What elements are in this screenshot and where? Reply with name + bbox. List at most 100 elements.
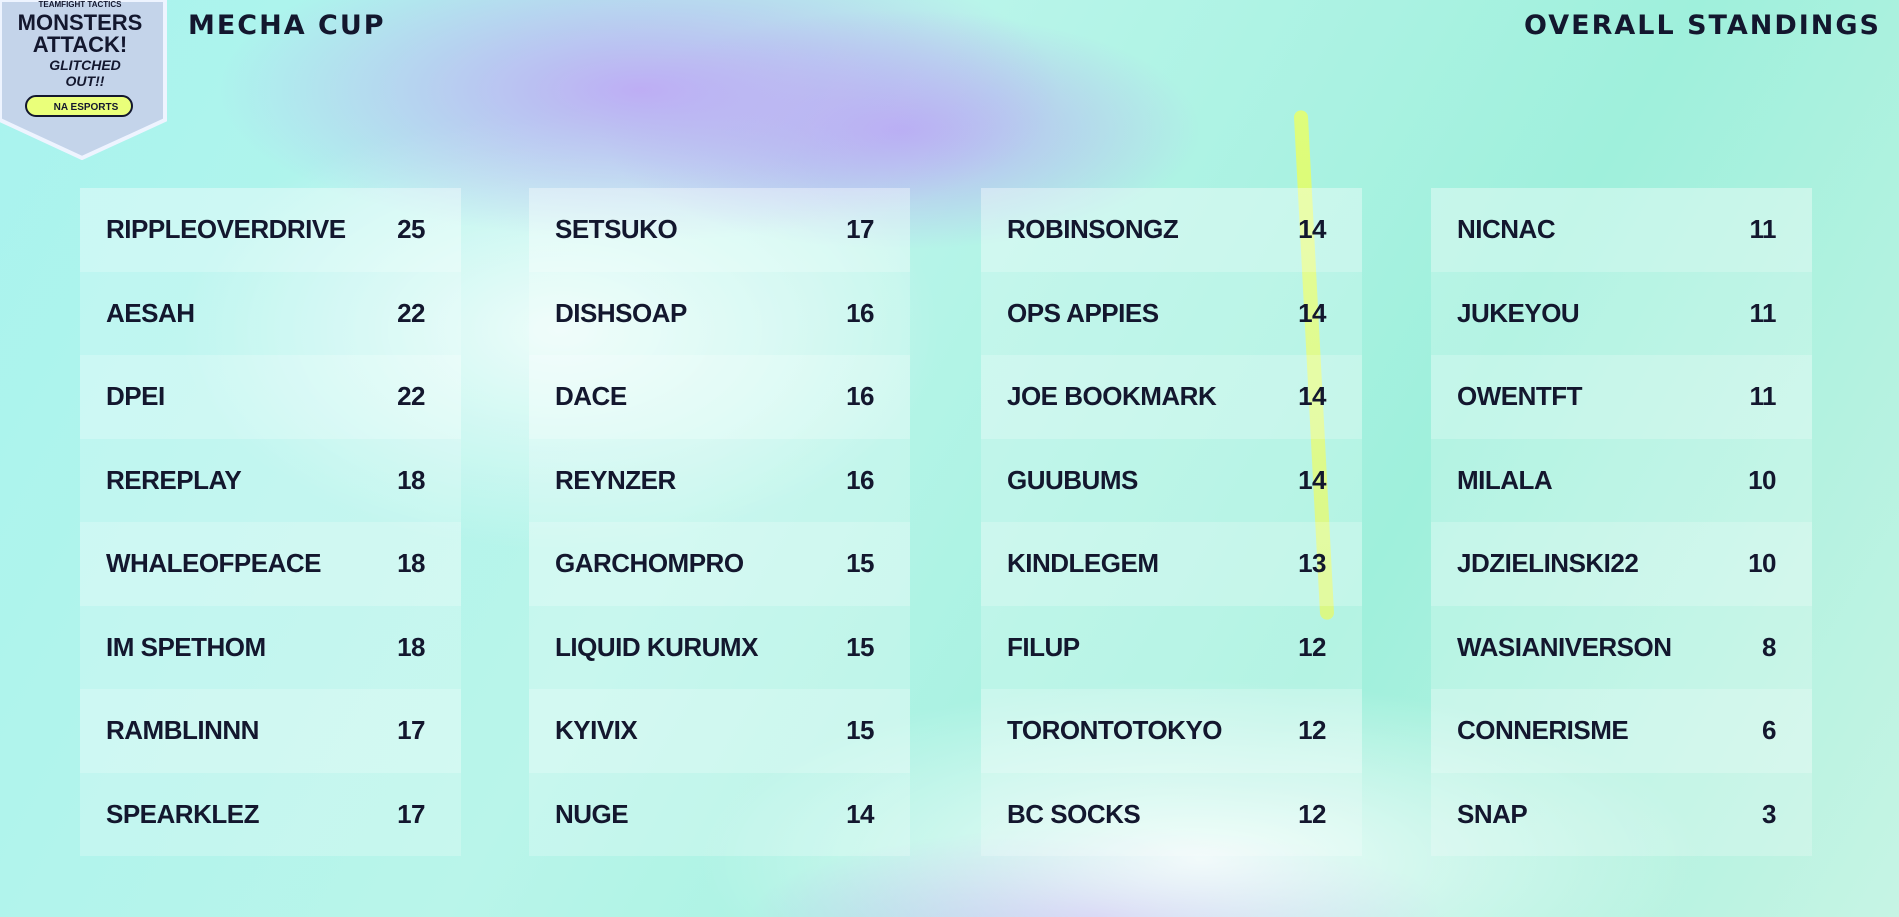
standings-row: LIQUID KURUMX 15: [529, 605, 910, 689]
player-name: CONNERISME: [1457, 715, 1629, 746]
player-points: 16: [846, 464, 874, 495]
standings-row: JUKEYOU 11: [1431, 271, 1812, 355]
standings-column: SETSUKO 17 DISHSOAP 16 DACE 16 REYNZER 16 GARCHO…: [529, 188, 910, 856]
player-points: 18: [397, 631, 425, 662]
standings-row: KYIVIX 15: [529, 689, 910, 773]
player-points: 13: [1298, 548, 1326, 579]
logo-top: TEAMFIGHT TACTICS: [39, 0, 123, 9]
player-points: 22: [397, 381, 425, 412]
logo: TEAMFIGHT TACTICS MONSTERS ATTACK! GLITC…: [0, 0, 167, 160]
player-name: FILUP: [1007, 631, 1080, 662]
player-points: 11: [1749, 297, 1777, 328]
standings-row: REYNZER 16: [529, 438, 910, 522]
player-name: GARCHOMPRO: [555, 548, 744, 579]
player-name: MILALA: [1457, 464, 1553, 495]
player-points: 12: [1298, 798, 1326, 829]
standings-row: DACE 16: [529, 355, 910, 439]
player-points: 14: [1298, 381, 1326, 412]
logo-shield: [0, 0, 167, 160]
player-name: DISHSOAP: [555, 297, 687, 328]
player-name: SETSUKO: [555, 214, 678, 245]
standings-column: ROBINSONGZ 14 OPS APPIES 14 JOE BOOKMARK 14 GU…: [981, 188, 1362, 856]
player-points: 11: [1749, 214, 1777, 245]
standings-row: AESAH 22: [80, 271, 461, 355]
player-name: OPS APPIES: [1007, 297, 1159, 328]
player-points: 17: [397, 715, 425, 746]
player-points: 8: [1762, 631, 1776, 662]
standings-column: NICNAC 11 JUKEYOU 11 OWENTFT 11 MILALA 10 JDZIEL…: [1431, 188, 1812, 856]
standings-row: DPEI 22: [80, 355, 461, 439]
player-points: 17: [846, 214, 874, 245]
player-name: ROBINSONGZ: [1007, 214, 1179, 245]
player-points: 14: [846, 798, 874, 829]
player-points: 14: [1298, 297, 1326, 328]
player-name: WHALEOFPEACE: [106, 548, 322, 579]
standings-row: REREPLAY 18: [80, 438, 461, 522]
player-name: KINDLEGEM: [1007, 548, 1159, 579]
player-name: RIPPLEOVERDRIVE: [106, 214, 346, 245]
logo-line: MONSTERS: [18, 10, 143, 35]
player-name: JUKEYOU: [1457, 297, 1580, 328]
player-points: 11: [1749, 381, 1777, 412]
player-points: 15: [846, 548, 874, 579]
player-name: NUGE: [555, 798, 629, 829]
standings-row: GARCHOMPRO 15: [529, 522, 910, 606]
player-name: GUUBUMS: [1007, 464, 1138, 495]
player-points: 12: [1298, 715, 1326, 746]
event-title: MECHA CUP: [188, 10, 386, 41]
player-name: REYNZER: [555, 464, 676, 495]
player-name: DPEI: [106, 381, 165, 412]
player-points: 3: [1762, 798, 1776, 829]
standings-row: RAMBLINNN 17: [80, 689, 461, 773]
player-name: SPEARKLEZ: [106, 798, 259, 829]
player-name: RAMBLINNN: [106, 715, 259, 746]
standings-row: TORONTOTOKYO 12: [981, 689, 1362, 773]
player-points: 18: [397, 548, 425, 579]
standings-row: KINDLEGEM 13: [981, 522, 1362, 606]
player-points: 16: [846, 297, 874, 328]
player-points: 18: [397, 464, 425, 495]
player-name: OWENTFT: [1457, 381, 1583, 412]
standings-row: RIPPLEOVERDRIVE 25: [80, 188, 461, 272]
player-points: 14: [1298, 214, 1326, 245]
player-name: SNAP: [1457, 798, 1528, 829]
player-name: AESAH: [106, 297, 195, 328]
logo-line: GLITCHED: [49, 57, 121, 73]
player-points: 6: [1762, 715, 1776, 746]
logo-line: OUT!!: [66, 73, 105, 89]
standings-row: JDZIELINSKI22 10: [1431, 522, 1812, 606]
player-name: BC SOCKS: [1007, 798, 1141, 829]
player-points: 16: [846, 381, 874, 412]
player-name: IM SPETHOM: [106, 631, 266, 662]
player-points: 10: [1748, 548, 1776, 579]
player-points: 10: [1748, 464, 1776, 495]
logo-badge-text: NA ESPORTS: [54, 102, 119, 113]
standings-row: JOE BOOKMARK 14: [981, 355, 1362, 439]
standings-row: MILALA 10: [1431, 438, 1812, 522]
standings-row: DISHSOAP 16: [529, 271, 910, 355]
player-name: TORONTOTOKYO: [1007, 715, 1223, 746]
standings-row: OWENTFT 11: [1431, 355, 1812, 439]
standings-row: WASIANIVERSON 8: [1431, 605, 1812, 689]
standings-row: CONNERISME 6: [1431, 689, 1812, 773]
player-name: JOE BOOKMARK: [1007, 381, 1217, 412]
page-subtitle: OVERALL STANDINGS: [1524, 10, 1881, 41]
player-name: WASIANIVERSON: [1457, 631, 1672, 662]
player-name: REREPLAY: [106, 464, 242, 495]
standings-row: SPEARKLEZ 17: [80, 772, 461, 856]
standings-row: FILUP 12: [981, 605, 1362, 689]
standings-row: IM SPETHOM 18: [80, 605, 461, 689]
standings-row: SETSUKO 17: [529, 188, 910, 272]
standings-row: NUGE 14: [529, 772, 910, 856]
standings-row: BC SOCKS 12: [981, 772, 1362, 856]
player-name: LIQUID KURUMX: [555, 631, 758, 662]
player-name: DACE: [555, 381, 627, 412]
logo-badge: [25, 95, 133, 117]
standings-row: OPS APPIES 14: [981, 271, 1362, 355]
standings-row: ROBINSONGZ 14: [981, 188, 1362, 272]
player-points: 22: [397, 297, 425, 328]
player-points: 14: [1298, 464, 1326, 495]
standings-column: RIPPLEOVERDRIVE 25 AESAH 22 DPEI 22 REREPLAY 18…: [80, 188, 461, 856]
player-name: NICNAC: [1457, 214, 1556, 245]
